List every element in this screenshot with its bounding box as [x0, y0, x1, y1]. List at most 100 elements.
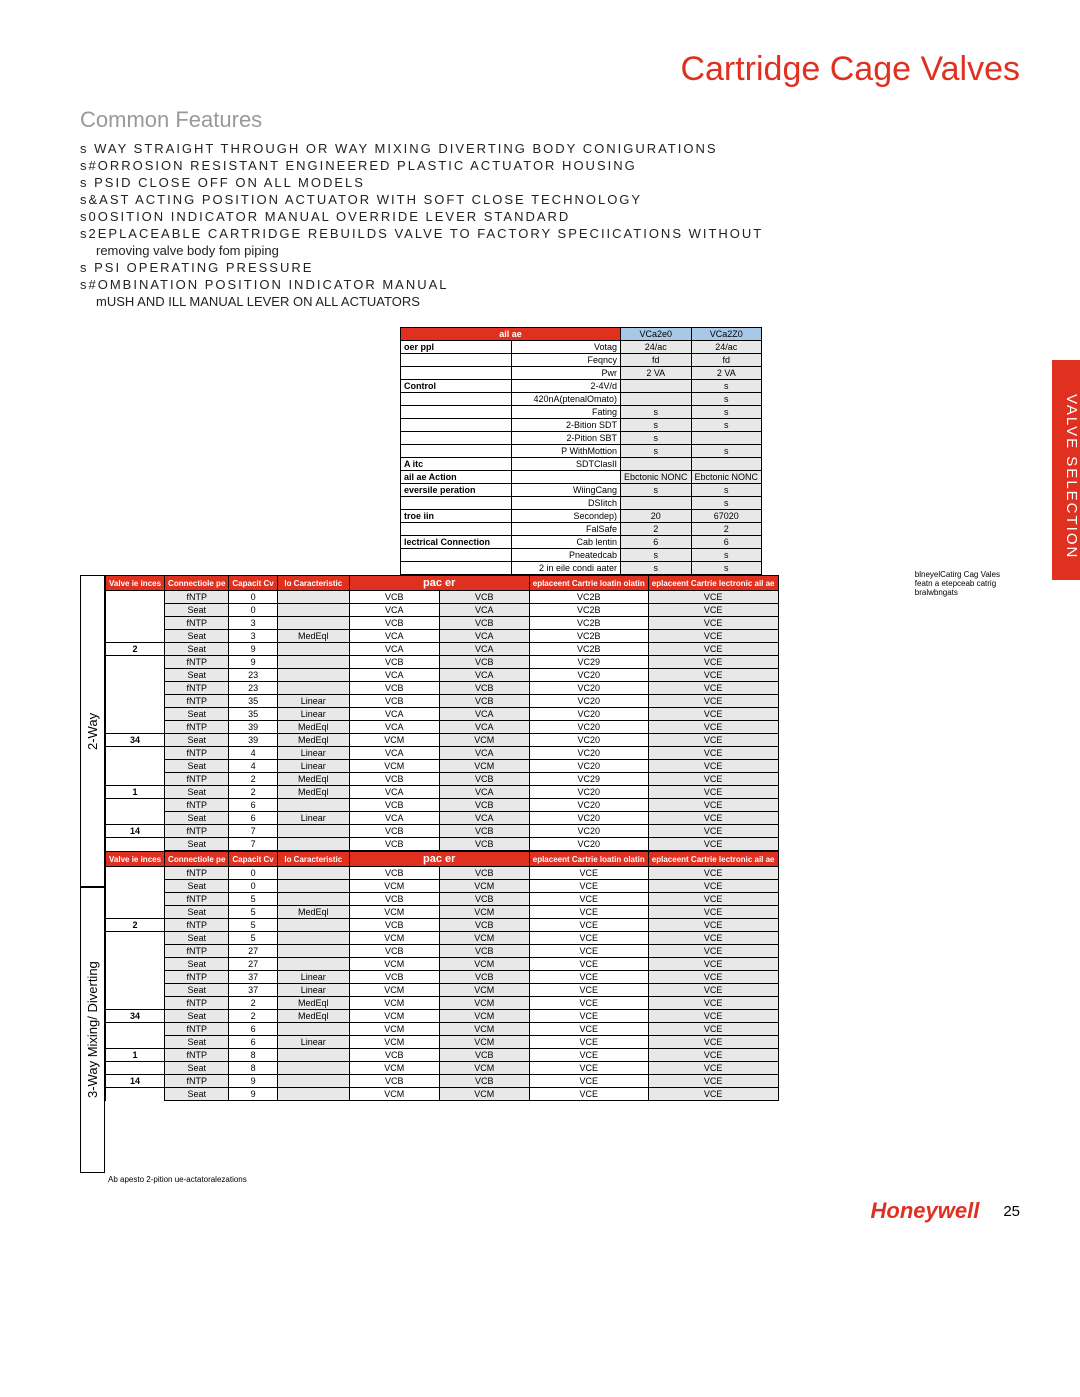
spec-val: 24/ac — [621, 341, 692, 354]
spec-val: 6 — [691, 536, 762, 549]
spec-label: eversile peration — [401, 484, 512, 497]
spec-val: s — [691, 445, 762, 458]
table-row: fNTP23VCBVCBVC20VCE — [106, 682, 779, 695]
spec-val: s — [621, 445, 692, 458]
section-subtitle: Common Features — [80, 107, 1020, 133]
vlabel-3way: 3-Way Mixing/ Diverting — [81, 888, 104, 1172]
spec-val: s — [621, 562, 692, 575]
spec-label — [401, 419, 512, 432]
spec-val: 2 VA — [691, 367, 762, 380]
table-row: 34Seat2MedEqlVCMVCMVCEVCE — [106, 1010, 779, 1023]
table-row: Seat8VCMVCMVCEVCE — [106, 1062, 779, 1075]
spec-val — [691, 432, 762, 445]
table-row: fNTP35LinearVCBVCBVC20VCE — [106, 695, 779, 708]
spec-val: fd — [621, 354, 692, 367]
table-row: fNTP3VCBVCBVC2BVCE — [106, 617, 779, 630]
spec-val: s — [691, 393, 762, 406]
spec-sublabel: 2-Pition SBT — [512, 432, 621, 445]
main-tables-wrap: 2-Way 3-Way Mixing/ Diverting Valve ie i… — [80, 575, 1020, 1173]
spec-val — [621, 380, 692, 393]
vlabel-2way: 2-Way — [81, 576, 104, 886]
table-row: Seat4LinearVCMVCMVC20VCE — [106, 760, 779, 773]
table-row: Seat6LinearVCMVCMVCEVCE — [106, 1036, 779, 1049]
spec-sublabel: Feqncy — [512, 354, 621, 367]
spec-val: 67020 — [691, 510, 762, 523]
spec-val: 2 — [691, 523, 762, 536]
spec-sublabel — [512, 471, 621, 484]
spec-val: s — [691, 497, 762, 510]
spec-val: s — [691, 562, 762, 575]
table-row: Seat0VCAVCAVC2BVCE — [106, 604, 779, 617]
spec-sublabel: Pwr — [512, 367, 621, 380]
spec-val — [691, 458, 762, 471]
spec-val: 24/ac — [691, 341, 762, 354]
spec-label — [401, 523, 512, 536]
table-row: 2fNTP5VCBVCBVCEVCE — [106, 919, 779, 932]
top-hdr: ail ae — [401, 328, 621, 341]
feature-indent: removing valve body fom piping — [96, 243, 1020, 258]
feature-indent: mUSH AND ILL MANUAL LEVER ON ALL ACTUATO… — [96, 294, 1020, 309]
table-row: Seat6LinearVCAVCAVC20VCE — [106, 812, 779, 825]
table-header-row: Valve ie inces Connectiole pe Capacit Cv… — [106, 852, 779, 867]
table-row: fNTP4LinearVCAVCAVC20VCE — [106, 747, 779, 760]
spec-val: 2 VA — [621, 367, 692, 380]
spec-label — [401, 406, 512, 419]
table-row: fNTP0VCBVCBVC2BVCE — [106, 591, 779, 604]
spec-sublabel: Votag — [512, 341, 621, 354]
spec-label: Control — [401, 380, 512, 393]
table-row: fNTP37LinearVCBVCBVCEVCE — [106, 971, 779, 984]
page-number: 25 — [1003, 1203, 1020, 1220]
spec-val: s — [621, 419, 692, 432]
spec-val: s — [691, 406, 762, 419]
spec-val: s — [621, 406, 692, 419]
feature-line: s#OMBINATION POSITION INDICATOR MANUAL — [80, 277, 1020, 292]
feature-line: s&AST ACTING POSITION ACTUATOR WITH SOFT… — [80, 192, 1020, 207]
table-row: fNTP27VCBVCBVCEVCE — [106, 945, 779, 958]
spec-label: A itc — [401, 458, 512, 471]
feature-line: s PSID CLOSE OFF ON ALL MODELS — [80, 175, 1020, 190]
side-tab: VALVE SELECTION — [1052, 360, 1080, 580]
spec-sublabel: 2-4V/d — [512, 380, 621, 393]
page-title: Cartridge Cage Valves — [80, 50, 1020, 89]
table-row: Seat0VCMVCMVCEVCE — [106, 880, 779, 893]
spec-val: fd — [691, 354, 762, 367]
table-row: Seat7VCBVCBVC20VCE — [106, 838, 779, 851]
table-row: Seat23VCAVCAVC20VCE — [106, 669, 779, 682]
spec-sublabel: FalSafe — [512, 523, 621, 536]
spec-sublabel: WiingCang — [512, 484, 621, 497]
table-row: fNTP5VCBVCBVCEVCE — [106, 893, 779, 906]
spec-label: oer ppl — [401, 341, 512, 354]
table-row: fNTP2MedEqlVCMVCMVCEVCE — [106, 997, 779, 1010]
feature-line: s0OSITION INDICATOR MANUAL OVERRIDE LEVE… — [80, 209, 1020, 224]
table-row: fNTP9VCBVCBVC29VCE — [106, 656, 779, 669]
spec-sublabel: Secondep) — [512, 510, 621, 523]
spec-val: s — [691, 419, 762, 432]
table-header-row: Valve ie inces Connectiole pe Capacit Cv… — [106, 576, 779, 591]
spec-sublabel: DSIitch — [512, 497, 621, 510]
spec-sublabel: Cab lentin — [512, 536, 621, 549]
feature-line: s PSI OPERATING PRESSURE — [80, 260, 1020, 275]
spec-sublabel: SDTClasII — [512, 458, 621, 471]
spec-label — [401, 367, 512, 380]
spec-val — [621, 458, 692, 471]
spec-val: s — [691, 380, 762, 393]
spec-val: Ebctonic NONC — [691, 471, 762, 484]
feature-line: s WAY STRAIGHT THROUGH OR WAY MIXING DIV… — [80, 141, 1020, 156]
spec-val — [621, 393, 692, 406]
footnote: Ab apesto 2-pition ue-actatoralezations — [108, 1175, 1020, 1184]
features-list: s WAY STRAIGHT THROUGH OR WAY MIXING DIV… — [80, 141, 1020, 309]
spec-sublabel: 2-Bition SDT — [512, 419, 621, 432]
top-col-b: VCa2Z0 — [691, 328, 762, 341]
side-note: blneyelCatirg Cag Vales featn a etepceab… — [915, 570, 1000, 597]
table-row: fNTP0VCBVCBVCEVCE — [106, 867, 779, 880]
spec-val: s — [621, 549, 692, 562]
table-row: 14fNTP9VCBVCBVCEVCE — [106, 1075, 779, 1088]
spec-label — [401, 432, 512, 445]
table-row: Seat37LinearVCMVCMVCEVCE — [106, 984, 779, 997]
spec-val: s — [621, 432, 692, 445]
spec-sublabel: 2 in eile condi aater — [512, 562, 621, 575]
table-3way: Valve ie inces Connectiole pe Capacit Cv… — [105, 851, 779, 1101]
spec-label — [401, 445, 512, 458]
spec-val — [621, 497, 692, 510]
actuator-table: ail ae VCa2e0 VCa2Z0 oer pplVotag24/ac24… — [400, 327, 762, 575]
